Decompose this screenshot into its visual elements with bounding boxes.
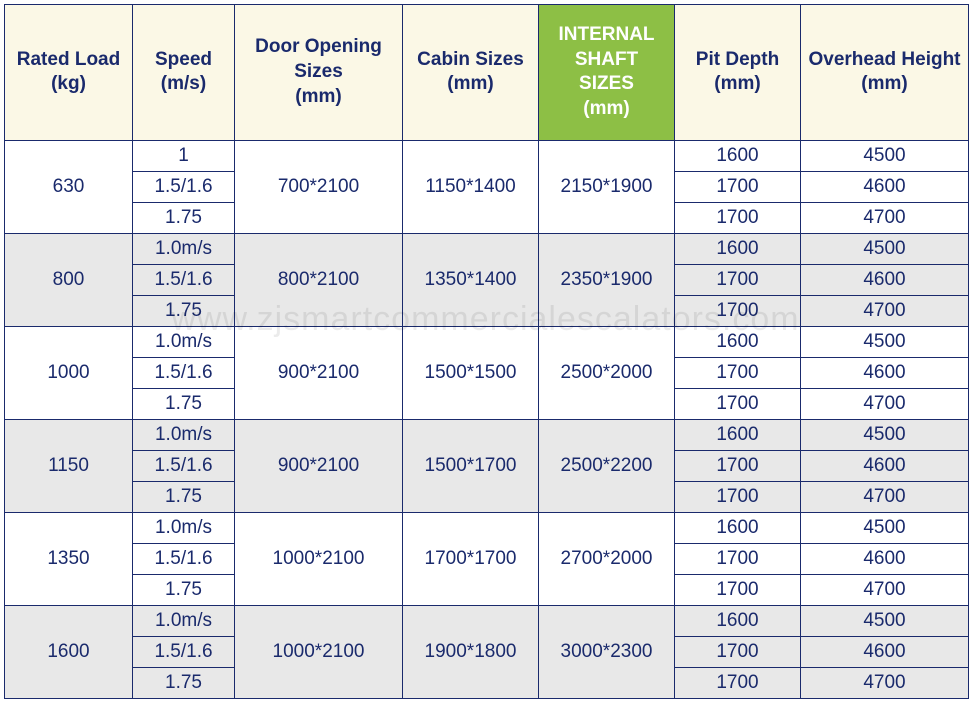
cell-shaft: 2150*1900 <box>539 140 675 233</box>
cell-rated-load: 800 <box>5 233 133 326</box>
cell-speed: 1.5/1.6 <box>133 450 235 481</box>
cell-speed: 1.5/1.6 <box>133 357 235 388</box>
elevator-spec-table: Rated Load(kg)Speed(m/s)Door OpeningSize… <box>4 4 969 699</box>
cell-pit-depth: 1700 <box>675 636 801 667</box>
cell-pit-depth: 1600 <box>675 140 801 171</box>
cell-speed: 1.75 <box>133 574 235 605</box>
cell-overhead-height: 4600 <box>801 264 969 295</box>
cell-overhead-height: 4500 <box>801 419 969 450</box>
cell-pit-depth: 1700 <box>675 295 801 326</box>
cell-speed: 1.0m/s <box>133 419 235 450</box>
cell-overhead-height: 4500 <box>801 512 969 543</box>
table-row: 16001.0m/s1000*21001900*18003000*2300160… <box>5 605 969 636</box>
column-header-0: Rated Load(kg) <box>5 5 133 141</box>
cell-overhead-height: 4700 <box>801 574 969 605</box>
cell-cabin: 1150*1400 <box>403 140 539 233</box>
cell-door: 700*2100 <box>235 140 403 233</box>
column-header-4: INTERNALSHAFTSIZES(mm) <box>539 5 675 141</box>
cell-pit-depth: 1700 <box>675 667 801 698</box>
cell-overhead-height: 4700 <box>801 202 969 233</box>
column-header-5: Pit Depth(mm) <box>675 5 801 141</box>
cell-overhead-height: 4700 <box>801 481 969 512</box>
cell-overhead-height: 4700 <box>801 667 969 698</box>
table-row: 10001.0m/s900*21001500*15002500*20001600… <box>5 326 969 357</box>
cell-rated-load: 1000 <box>5 326 133 419</box>
cell-overhead-height: 4600 <box>801 171 969 202</box>
cell-shaft: 2700*2000 <box>539 512 675 605</box>
cell-pit-depth: 1700 <box>675 450 801 481</box>
cell-speed: 1.0m/s <box>133 326 235 357</box>
cell-speed: 1.0m/s <box>133 605 235 636</box>
cell-pit-depth: 1700 <box>675 357 801 388</box>
cell-speed: 1.5/1.6 <box>133 636 235 667</box>
column-header-1: Speed(m/s) <box>133 5 235 141</box>
cell-speed: 1 <box>133 140 235 171</box>
cell-speed: 1.5/1.6 <box>133 543 235 574</box>
cell-pit-depth: 1600 <box>675 605 801 636</box>
cell-shaft: 3000*2300 <box>539 605 675 698</box>
cell-pit-depth: 1700 <box>675 171 801 202</box>
cell-cabin: 1500*1700 <box>403 419 539 512</box>
cell-pit-depth: 1700 <box>675 543 801 574</box>
table-body: 6301700*21001150*14002150*1900160045001.… <box>5 140 969 698</box>
cell-pit-depth: 1600 <box>675 326 801 357</box>
cell-pit-depth: 1600 <box>675 233 801 264</box>
cell-speed: 1.0m/s <box>133 233 235 264</box>
column-header-2: Door OpeningSizes(mm) <box>235 5 403 141</box>
cell-door: 1000*2100 <box>235 512 403 605</box>
cell-rated-load: 630 <box>5 140 133 233</box>
cell-overhead-height: 4600 <box>801 357 969 388</box>
table-row: 6301700*21001150*14002150*190016004500 <box>5 140 969 171</box>
cell-overhead-height: 4700 <box>801 295 969 326</box>
cell-overhead-height: 4500 <box>801 326 969 357</box>
cell-pit-depth: 1600 <box>675 419 801 450</box>
cell-door: 900*2100 <box>235 419 403 512</box>
cell-shaft: 2500*2000 <box>539 326 675 419</box>
cell-cabin: 1700*1700 <box>403 512 539 605</box>
column-header-3: Cabin Sizes(mm) <box>403 5 539 141</box>
cell-overhead-height: 4600 <box>801 636 969 667</box>
cell-pit-depth: 1600 <box>675 512 801 543</box>
table-row: 13501.0m/s1000*21001700*17002700*2000160… <box>5 512 969 543</box>
cell-door: 900*2100 <box>235 326 403 419</box>
cell-speed: 1.75 <box>133 388 235 419</box>
cell-rated-load: 1150 <box>5 419 133 512</box>
cell-overhead-height: 4600 <box>801 543 969 574</box>
cell-pit-depth: 1700 <box>675 574 801 605</box>
cell-overhead-height: 4600 <box>801 450 969 481</box>
cell-door: 800*2100 <box>235 233 403 326</box>
cell-pit-depth: 1700 <box>675 481 801 512</box>
cell-speed: 1.75 <box>133 202 235 233</box>
cell-door: 1000*2100 <box>235 605 403 698</box>
table-row: 8001.0m/s800*21001350*14002350*190016004… <box>5 233 969 264</box>
cell-speed: 1.5/1.6 <box>133 264 235 295</box>
cell-shaft: 2500*2200 <box>539 419 675 512</box>
cell-rated-load: 1600 <box>5 605 133 698</box>
cell-cabin: 1500*1500 <box>403 326 539 419</box>
table-row: 11501.0m/s900*21001500*17002500*22001600… <box>5 419 969 450</box>
cell-overhead-height: 4500 <box>801 233 969 264</box>
cell-speed: 1.75 <box>133 295 235 326</box>
cell-overhead-height: 4500 <box>801 605 969 636</box>
cell-overhead-height: 4700 <box>801 388 969 419</box>
cell-pit-depth: 1700 <box>675 264 801 295</box>
cell-speed: 1.75 <box>133 481 235 512</box>
cell-cabin: 1350*1400 <box>403 233 539 326</box>
table-header: Rated Load(kg)Speed(m/s)Door OpeningSize… <box>5 5 969 141</box>
column-header-6: Overhead Height(mm) <box>801 5 969 141</box>
cell-speed: 1.0m/s <box>133 512 235 543</box>
cell-speed: 1.5/1.6 <box>133 171 235 202</box>
cell-rated-load: 1350 <box>5 512 133 605</box>
cell-cabin: 1900*1800 <box>403 605 539 698</box>
cell-pit-depth: 1700 <box>675 388 801 419</box>
cell-shaft: 2350*1900 <box>539 233 675 326</box>
cell-pit-depth: 1700 <box>675 202 801 233</box>
cell-speed: 1.75 <box>133 667 235 698</box>
cell-overhead-height: 4500 <box>801 140 969 171</box>
